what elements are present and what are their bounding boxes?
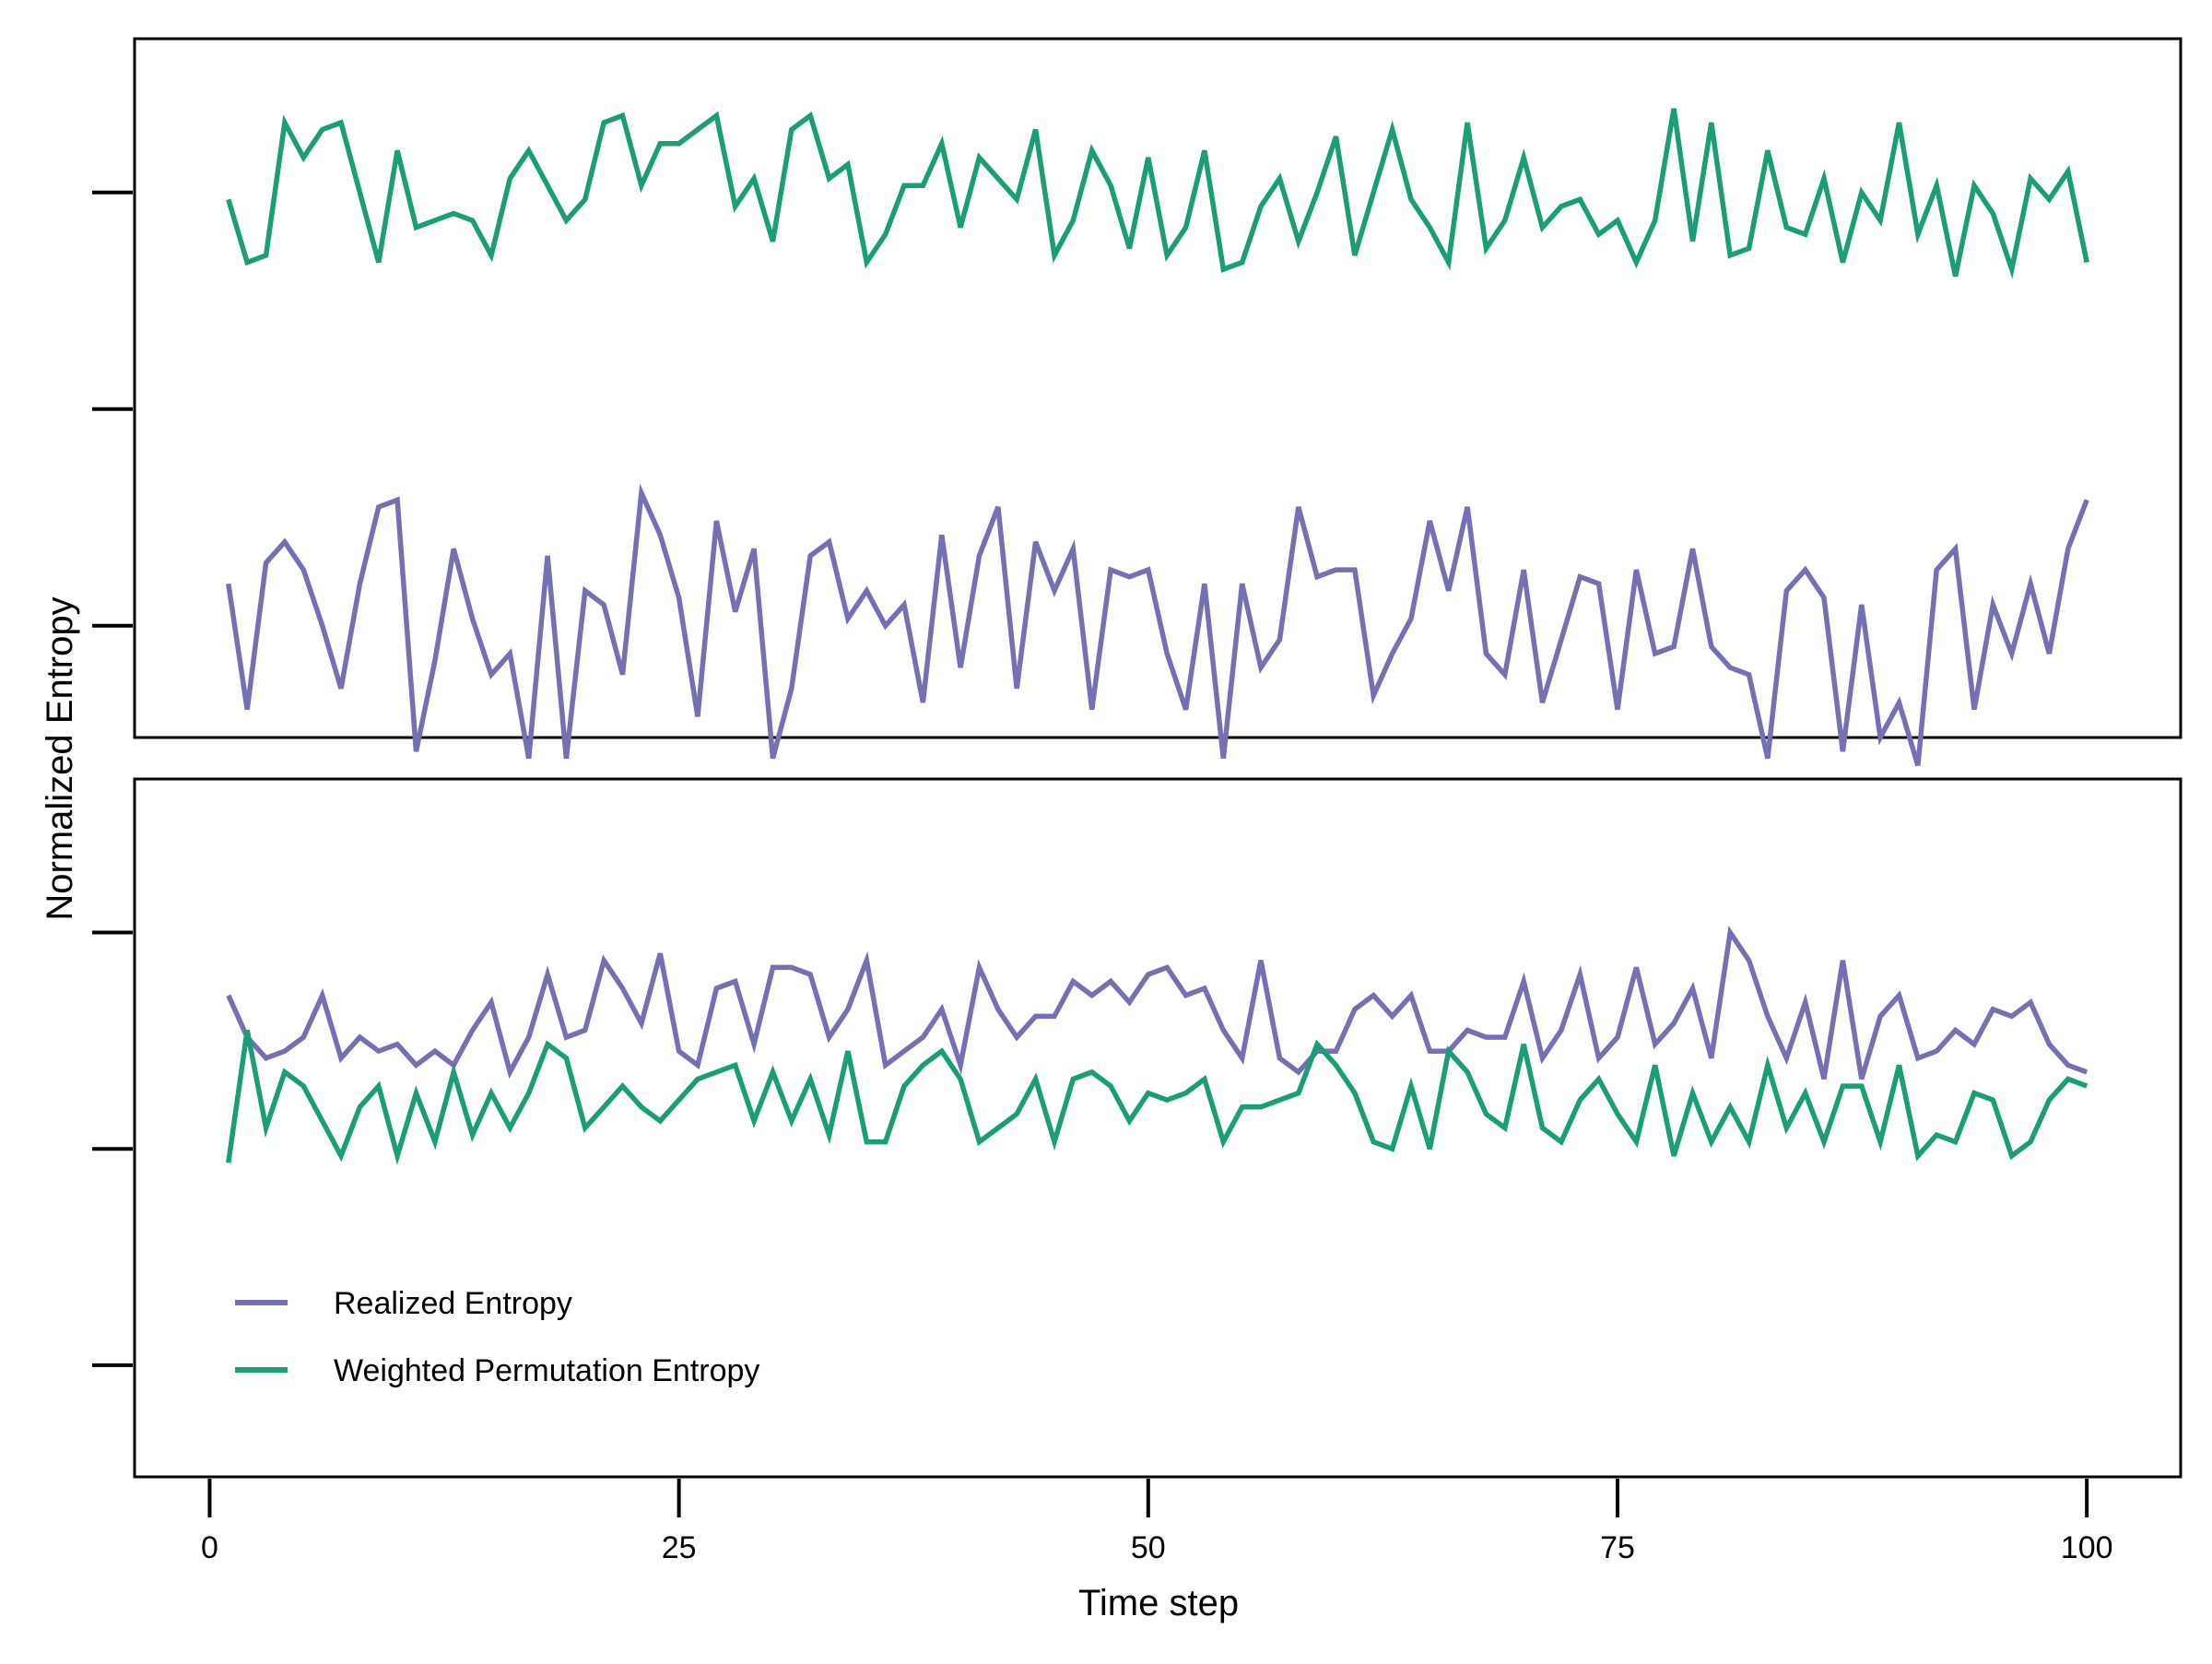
panel-2-frame — [133, 777, 2183, 1479]
panel-2-realized-entropy-line — [226, 926, 2088, 1080]
x-tick-label-100: 100 — [2061, 1530, 2113, 1565]
panel-1-frame — [133, 37, 2183, 739]
panel-1-realized-entropy-line — [226, 483, 2089, 767]
x-tick-label-0: 0 — [201, 1530, 218, 1565]
x-tick-label-75: 75 — [1600, 1530, 1635, 1565]
legend-label-2: Weighted Permutation Entropy — [334, 1353, 759, 1388]
panel-2-weighted-permutation-entropy-line — [226, 1029, 2088, 1165]
panel-1-weighted-permutation-entropy-line — [226, 108, 2089, 279]
x-tick-label-25: 25 — [662, 1530, 697, 1565]
legend-label-1: Realized Entropy — [334, 1286, 572, 1321]
x-axis-label: Time step — [1078, 1583, 1239, 1623]
x-tick-label-50: 50 — [1131, 1530, 1166, 1565]
y-axis-label: Normalized Entropy — [40, 596, 80, 920]
